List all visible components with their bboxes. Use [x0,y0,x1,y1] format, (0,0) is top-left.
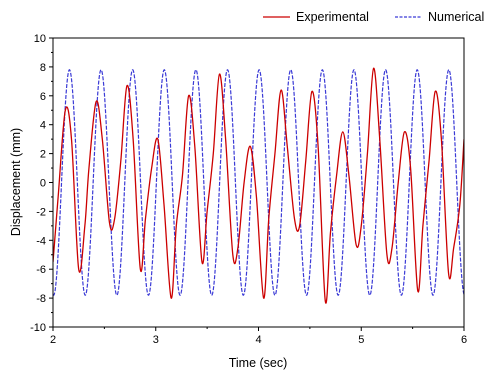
x-tick-label: 4 [255,334,261,346]
legend: Experimental Numerical [263,10,484,24]
experimental-series [53,67,464,304]
x-tick-label: 3 [153,334,159,346]
y-tick-label: -6 [36,264,46,276]
x-axis-title: Time (sec) [229,356,288,370]
legend-label-experimental: Experimental [296,10,369,24]
y-tick-label: -4 [36,235,46,247]
y-tick-label: 2 [40,149,46,161]
y-tick-label: 4 [40,120,46,132]
y-tick-label: 8 [40,62,46,74]
x-tick-label: 6 [461,334,467,346]
y-tick-label: 10 [34,33,46,45]
x-tick-label: 2 [50,334,56,346]
y-tick-label: 0 [40,178,46,190]
x-tick-label: 5 [358,334,364,346]
numerical-line [53,69,464,296]
y-tick-label: 6 [40,91,46,103]
experimental-line [53,67,464,304]
legend-label-numerical: Numerical [428,10,484,24]
y-axis-title: Displacement (mm) [9,128,23,236]
numerical-series [53,69,464,296]
axis-ticks: 2 3 4 5 6 10 8 6 4 2 0 -2 -4 -6 -8 -10 [30,33,467,346]
y-tick-label: -10 [30,322,46,334]
plot-frame [52,37,465,328]
y-tick-label: -8 [36,293,46,305]
y-tick-label: -2 [36,206,46,218]
